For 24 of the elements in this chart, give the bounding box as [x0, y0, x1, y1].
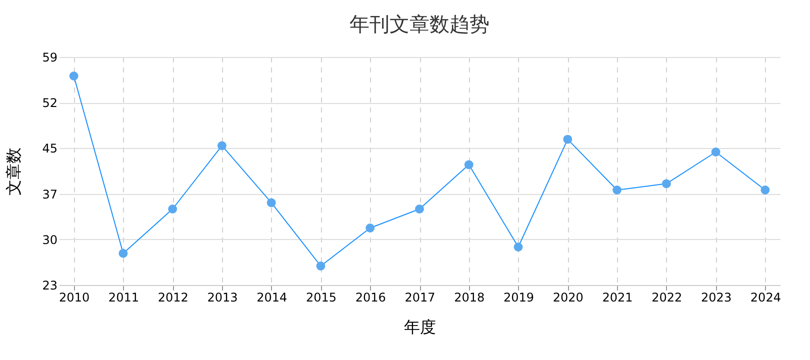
y-tick-label: 23	[42, 278, 58, 292]
x-tick-label: 2014	[256, 290, 288, 304]
y-tick-label: 45	[42, 142, 58, 156]
x-tick-label: 2017	[404, 290, 436, 304]
y-tick-label: 52	[42, 96, 58, 110]
x-tick-label: 2024	[750, 290, 781, 304]
x-tick-label: 2013	[207, 290, 238, 304]
x-tick-label: 2018	[454, 290, 485, 304]
x-axis-title: 年度	[404, 318, 436, 336]
x-tick-label: 2016	[355, 290, 386, 304]
y-tick-label: 30	[42, 232, 58, 247]
x-tick-label: 2021	[602, 290, 633, 304]
y-tick-label: 59	[42, 50, 58, 64]
x-tick-label: 2015	[306, 290, 337, 304]
chart-title: 年刊文章数趋势	[350, 12, 490, 36]
x-tick-label: 2019	[503, 290, 534, 304]
x-tick-label: 2020	[552, 290, 584, 304]
x-tick-label: 2011	[108, 290, 139, 304]
x-tick-label: 2022	[652, 290, 682, 304]
y-tick-label: 37	[42, 187, 58, 202]
x-tick-label: 2023	[701, 290, 732, 304]
x-tick-label: 2012	[158, 290, 188, 304]
x-tick-label: 2010	[59, 290, 90, 304]
y-axis-title: 文章数	[4, 148, 24, 196]
